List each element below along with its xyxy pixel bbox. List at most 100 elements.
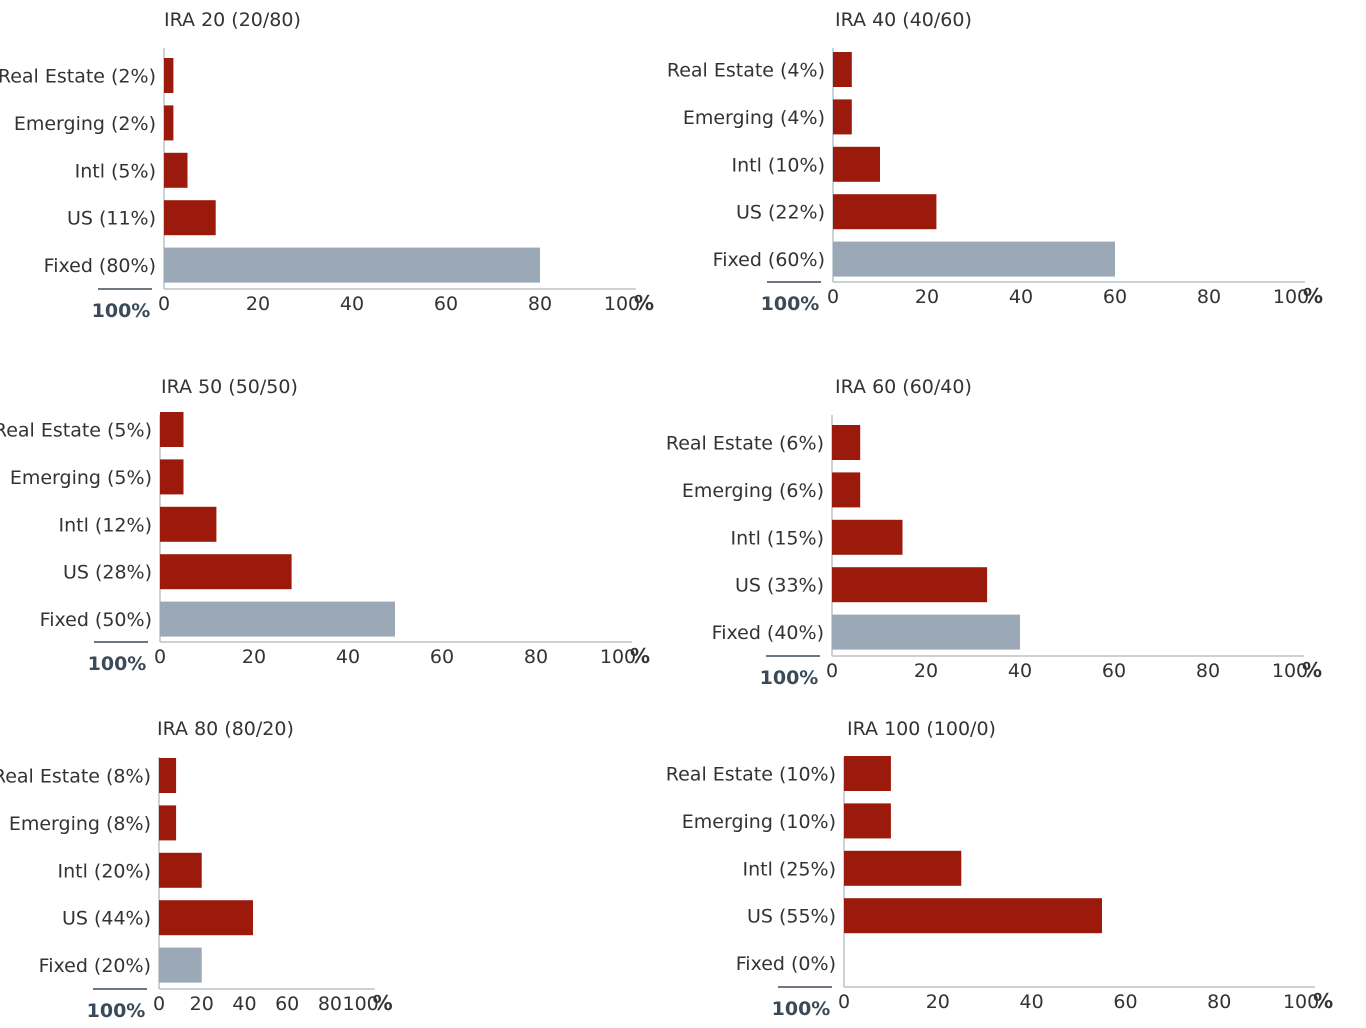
x-tick-label: 40 — [1009, 286, 1033, 308]
x-tick-label: 0 — [158, 293, 170, 315]
category-label: US (22%) — [736, 202, 825, 224]
category-label: Emerging (8%) — [9, 813, 151, 835]
category-label: Intl (12%) — [59, 514, 152, 536]
x-tick-label: 80 — [1207, 991, 1231, 1013]
category-label: Fixed (40%) — [712, 622, 824, 644]
x-tick-label: 80 — [528, 293, 552, 315]
chart-title: IRA 80 (80/20) — [157, 718, 294, 740]
chart-panel-3: IRA 50 (50/50) Real Estate (5%) Emerging (… — [0, 376, 650, 675]
bar-equity — [833, 99, 852, 135]
bar-equity — [833, 146, 880, 182]
chart-title: IRA 100 (100/0) — [847, 718, 996, 740]
x-tick-label: 100 — [1273, 286, 1309, 308]
chart-title: IRA 60 (60/40) — [835, 376, 972, 398]
category-label: Real Estate (2%) — [0, 66, 156, 88]
bar-equity — [832, 519, 903, 555]
bar-equity — [159, 758, 177, 793]
total-label: 100% — [87, 1000, 146, 1022]
chart-panel-6: IRA 100 (100/0) Real Estate (10%) Emerging… — [666, 718, 1333, 1020]
x-unit-label: % — [634, 291, 654, 315]
total-label: 100% — [761, 293, 820, 315]
bar-equity — [844, 898, 1102, 934]
x-tick-label: 60 — [434, 293, 458, 315]
x-tick-label: 0 — [827, 286, 839, 308]
category-label: Emerging (6%) — [682, 480, 824, 502]
category-label: Real Estate (4%) — [667, 60, 825, 82]
chart-title: IRA 50 (50/50) — [161, 376, 298, 398]
x-unit-label: % — [1302, 658, 1322, 682]
category-label: Real Estate (8%) — [0, 766, 151, 788]
x-tick-label: 60 — [1103, 286, 1127, 308]
bar-equity — [164, 58, 174, 93]
x-tick-label: 20 — [915, 286, 939, 308]
category-label: Intl (25%) — [743, 858, 836, 880]
category-label: US (28%) — [63, 562, 152, 584]
bar-equity — [159, 805, 177, 841]
category-label: Fixed (0%) — [736, 953, 836, 975]
bar-equity — [164, 105, 174, 141]
x-tick-label: 80 — [1196, 660, 1220, 682]
x-tick-label: 100 — [600, 646, 636, 668]
x-tick-label: 100 — [604, 293, 640, 315]
x-tick-label: 100 — [1272, 660, 1308, 682]
category-label: Emerging (2%) — [14, 113, 156, 135]
category-label: US (55%) — [747, 906, 836, 928]
x-unit-label: % — [1303, 284, 1323, 308]
x-tick-label: 20 — [242, 646, 266, 668]
x-tick-label: 60 — [1102, 660, 1126, 682]
bar-equity — [160, 412, 184, 447]
x-tick-label: 100 — [343, 993, 379, 1015]
category-label: Emerging (5%) — [10, 467, 152, 489]
category-label: Fixed (50%) — [40, 609, 152, 631]
x-tick-label: 20 — [190, 993, 214, 1015]
x-tick-label: 40 — [336, 646, 360, 668]
bar-equity — [160, 459, 184, 495]
category-label: Intl (10%) — [732, 154, 825, 176]
category-label: Emerging (4%) — [683, 107, 825, 129]
category-label: US (44%) — [62, 908, 151, 930]
bar-fixed — [164, 247, 540, 283]
x-tick-label: 20 — [246, 293, 270, 315]
bar-equity — [844, 756, 891, 791]
x-tick-label: 40 — [1020, 991, 1044, 1013]
category-label: US (11%) — [67, 208, 156, 230]
category-label: Intl (20%) — [58, 860, 151, 882]
x-tick-label: 0 — [826, 660, 838, 682]
category-label: Fixed (60%) — [713, 249, 825, 271]
x-tick-label: 80 — [524, 646, 548, 668]
total-label: 100% — [772, 998, 831, 1020]
x-tick-label: 60 — [430, 646, 454, 668]
chart-panel-5: IRA 80 (80/20) Real Estate (8%) Emerging (… — [0, 718, 393, 1022]
bar-equity — [164, 200, 216, 236]
category-label: Emerging (10%) — [682, 811, 836, 833]
bar-equity — [844, 850, 962, 886]
x-tick-label: 80 — [1197, 286, 1221, 308]
bar-equity — [159, 900, 253, 936]
chart-panel-2: IRA 40 (40/60) Real Estate (4%) Emerging (… — [667, 9, 1323, 315]
x-tick-label: 100 — [1283, 991, 1319, 1013]
total-label: 100% — [760, 667, 819, 689]
x-tick-label: 60 — [275, 993, 299, 1015]
bar-fixed — [832, 614, 1020, 650]
bar-equity — [833, 52, 852, 87]
x-tick-label: 40 — [1008, 660, 1032, 682]
x-tick-label: 0 — [838, 991, 850, 1013]
x-unit-label: % — [630, 644, 650, 668]
x-unit-label: % — [373, 991, 393, 1015]
category-label: US (33%) — [735, 575, 824, 597]
category-label: Intl (5%) — [75, 160, 156, 182]
bar-equity — [160, 554, 292, 590]
chart-title: IRA 20 (20/80) — [164, 9, 301, 31]
chart-title: IRA 40 (40/60) — [835, 9, 972, 31]
bar-equity — [160, 506, 217, 542]
x-tick-label: 80 — [318, 993, 342, 1015]
x-tick-label: 60 — [1113, 991, 1137, 1013]
x-unit-label: % — [1313, 989, 1333, 1013]
bar-equity — [164, 152, 188, 188]
x-tick-label: 20 — [926, 991, 950, 1013]
bar-equity — [833, 194, 937, 230]
x-tick-label: 0 — [154, 646, 166, 668]
x-tick-label: 20 — [914, 660, 938, 682]
